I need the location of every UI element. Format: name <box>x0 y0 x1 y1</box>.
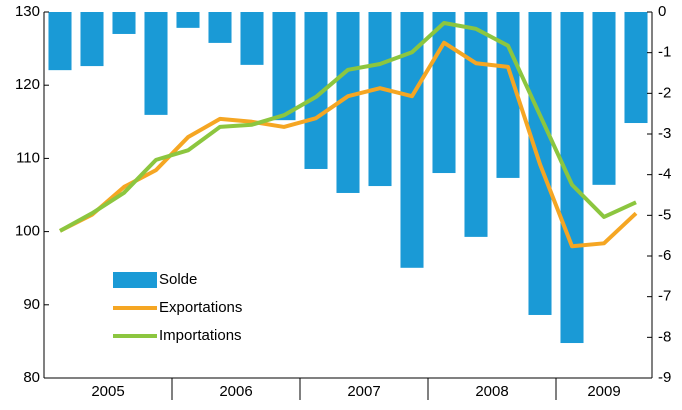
y2-tick-label: -3 <box>658 125 671 142</box>
y2-tick-label: -6 <box>658 247 671 264</box>
bar <box>336 12 360 193</box>
y2-tick-label: -9 <box>658 369 671 386</box>
y-tick-label: 80 <box>23 369 40 386</box>
bar <box>400 12 424 268</box>
y-tick-label: 110 <box>16 149 40 166</box>
y-tick-label: 120 <box>15 76 40 93</box>
line <box>59 20 637 233</box>
y2-tick-label: -8 <box>658 328 671 345</box>
y2-tick-label: -7 <box>658 288 671 305</box>
bar <box>272 12 296 121</box>
bar <box>368 12 392 187</box>
bar <box>112 12 136 34</box>
y2-tick-label: -4 <box>658 166 671 183</box>
bar <box>176 12 200 28</box>
x-tick-label: 2009 <box>587 383 620 400</box>
y-tick-label: 100 <box>15 223 40 240</box>
legend-label: Solde <box>159 271 197 288</box>
line <box>59 40 638 249</box>
x-tick-label: 2008 <box>475 383 508 400</box>
bar <box>432 12 456 174</box>
y2-tick-label: 0 <box>658 3 666 20</box>
y2-tick-label: -5 <box>658 206 671 223</box>
y2-tick-label: -1 <box>658 44 671 61</box>
bar <box>48 12 72 71</box>
bar <box>560 12 584 344</box>
bar <box>464 12 488 237</box>
bar <box>592 12 616 185</box>
bar <box>144 12 168 115</box>
bar <box>304 12 328 169</box>
y-tick-label: 130 <box>15 3 40 20</box>
x-tick-label: 2006 <box>219 383 252 400</box>
y2-tick-label: -2 <box>658 84 671 101</box>
legend-swatch <box>113 272 157 288</box>
x-tick-label: 2007 <box>347 383 380 400</box>
bar <box>240 12 264 65</box>
x-tick-label: 2005 <box>91 383 124 400</box>
legend-label: Importations <box>159 327 242 344</box>
bar <box>208 12 232 43</box>
y-tick-label: 90 <box>23 296 40 313</box>
bar <box>624 12 648 124</box>
bar <box>80 12 104 67</box>
legend-label: Exportations <box>159 299 242 316</box>
